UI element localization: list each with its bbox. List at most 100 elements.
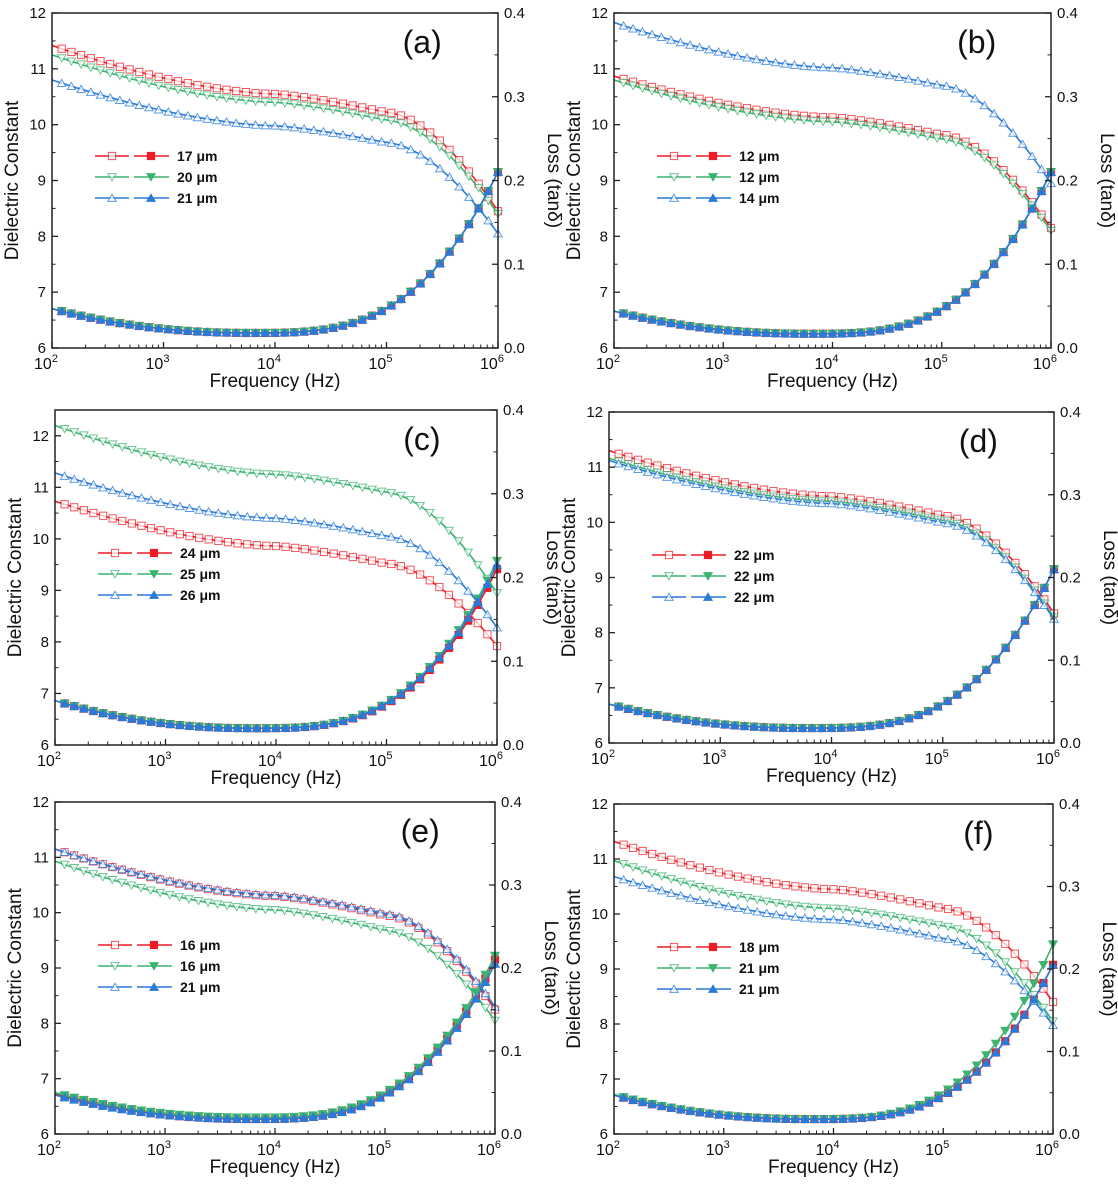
x-tick-base: 10 (706, 1142, 724, 1159)
dielectric-point (88, 434, 99, 444)
dielectric-point (818, 904, 830, 913)
loss-point (768, 722, 779, 732)
dielectric-point (386, 138, 397, 147)
legend-marker-filled (146, 151, 156, 161)
loss-point (704, 1108, 715, 1118)
dielectric-point (126, 490, 137, 500)
legend-marker-open (669, 151, 679, 161)
loss-point (317, 1111, 328, 1120)
loss-line (51, 171, 499, 334)
dielectric-point (1017, 190, 1028, 199)
loss-point (694, 1107, 705, 1117)
loss-point (298, 1113, 309, 1122)
y-tick-label: 12 (591, 796, 608, 813)
x-tick-base: 10 (1036, 751, 1054, 768)
y-tick-label: 10 (586, 514, 603, 531)
loss-point (847, 1113, 858, 1123)
dielectric-point (98, 511, 108, 520)
dielectric-point (434, 143, 445, 152)
x-tick-base: 10 (925, 751, 943, 768)
loss-point (415, 278, 426, 288)
dielectric-point (943, 904, 953, 914)
dielectric-point (117, 488, 128, 497)
dielectric-point (261, 513, 272, 522)
y2-tick-label: 0.4 (1060, 404, 1081, 421)
dielectric-point (328, 521, 339, 530)
loss-point (105, 316, 116, 326)
dielectric-point (666, 875, 677, 884)
y2-tick-label: 0.4 (501, 794, 522, 811)
loss-point (646, 314, 658, 324)
dielectric-point (328, 478, 339, 487)
dielectric-point (403, 933, 414, 942)
dielectric-point (192, 112, 203, 122)
dielectric-point (1020, 960, 1029, 969)
dielectric-point (193, 881, 204, 891)
dielectric-point (384, 926, 395, 936)
loss-point (962, 1074, 973, 1084)
dielectric-point (395, 140, 407, 150)
dielectric-point (618, 20, 629, 30)
x-tick-label: 104 (816, 1139, 840, 1159)
dielectric-point (396, 111, 406, 120)
loss-point (153, 323, 164, 333)
loss-point (155, 718, 166, 727)
y-tick-label: 6 (600, 1126, 608, 1143)
dielectric-point (779, 59, 791, 68)
loss-point (308, 325, 319, 335)
dielectric-point (865, 67, 876, 77)
dielectric-point (290, 472, 301, 482)
loss-point (671, 713, 682, 723)
dielectric-point (722, 49, 734, 58)
chart-panel-f: 102 103 104 105 10667891011120.00.10.20.30.4… (564, 796, 1118, 1178)
dielectric-point (174, 457, 185, 467)
loss-point (124, 319, 135, 329)
dielectric-point (618, 79, 629, 88)
x-tick-exponent: 6 (498, 353, 504, 365)
dielectric-point (163, 106, 174, 116)
dielectric-point (250, 889, 261, 898)
dielectric-point (97, 482, 109, 492)
loss-point (684, 321, 696, 330)
x-tick-exponent: 4 (831, 748, 837, 760)
dielectric-point (845, 500, 856, 510)
dielectric-point (376, 487, 387, 497)
dielectric-point (1019, 979, 1030, 988)
loss-point (145, 1108, 156, 1118)
x-tick-exponent: 4 (275, 1139, 281, 1151)
loss-line (51, 171, 499, 334)
dielectric-point (165, 455, 176, 465)
dielectric-point (395, 491, 406, 501)
dielectric-point (828, 904, 839, 914)
loss-point (451, 1023, 462, 1032)
x-tick-label: 103 (705, 353, 729, 373)
y-tick-label: 7 (600, 1071, 608, 1088)
dielectric-point (743, 874, 752, 883)
dielectric-point (66, 57, 77, 67)
loss-point (808, 328, 819, 338)
loss-point (866, 1112, 877, 1121)
dielectric-point (751, 54, 762, 64)
x-tick-exponent: 5 (942, 353, 948, 365)
loss-point (874, 719, 885, 729)
dielectric-point (675, 94, 686, 104)
dielectric-point (988, 108, 1000, 118)
dielectric-point (637, 880, 648, 890)
dielectric-point (328, 106, 339, 115)
dielectric-point (790, 901, 801, 911)
y2-tick-label: 0.2 (503, 570, 524, 587)
dielectric-point (145, 886, 156, 896)
legend-item: 17 μm (95, 148, 217, 164)
dielectric-point (432, 952, 443, 961)
dielectric-point (376, 136, 387, 146)
dielectric-point (694, 99, 705, 108)
dielectric-point (442, 960, 453, 970)
legend-marker-filled (145, 193, 157, 202)
legend-item: 25 μm (98, 566, 220, 582)
legend-label: 24 μm (180, 545, 220, 561)
loss-point (729, 720, 740, 730)
x-tick-base: 10 (816, 1142, 834, 1159)
loss-point (231, 328, 242, 337)
x-tick-label: 103 (148, 750, 172, 770)
x-tick-label: 105 (367, 1139, 391, 1159)
